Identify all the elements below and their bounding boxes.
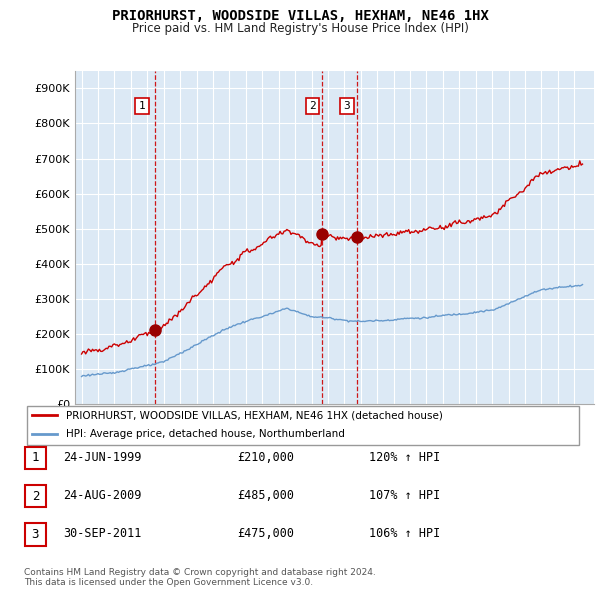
Text: 106% ↑ HPI: 106% ↑ HPI bbox=[369, 527, 440, 540]
Text: Contains HM Land Registry data © Crown copyright and database right 2024.
This d: Contains HM Land Registry data © Crown c… bbox=[24, 568, 376, 587]
Text: 3: 3 bbox=[343, 101, 350, 111]
Text: 2: 2 bbox=[32, 490, 39, 503]
Text: 1: 1 bbox=[139, 101, 145, 111]
Text: 1: 1 bbox=[32, 451, 39, 464]
Text: £475,000: £475,000 bbox=[237, 527, 294, 540]
Text: 24-AUG-2009: 24-AUG-2009 bbox=[63, 489, 142, 502]
Text: 107% ↑ HPI: 107% ↑ HPI bbox=[369, 489, 440, 502]
Text: £210,000: £210,000 bbox=[237, 451, 294, 464]
Text: PRIORHURST, WOODSIDE VILLAS, HEXHAM, NE46 1HX: PRIORHURST, WOODSIDE VILLAS, HEXHAM, NE4… bbox=[112, 9, 488, 23]
Text: HPI: Average price, detached house, Northumberland: HPI: Average price, detached house, Nort… bbox=[66, 429, 345, 439]
Text: £485,000: £485,000 bbox=[237, 489, 294, 502]
Text: 120% ↑ HPI: 120% ↑ HPI bbox=[369, 451, 440, 464]
Text: 24-JUN-1999: 24-JUN-1999 bbox=[63, 451, 142, 464]
Text: PRIORHURST, WOODSIDE VILLAS, HEXHAM, NE46 1HX (detached house): PRIORHURST, WOODSIDE VILLAS, HEXHAM, NE4… bbox=[66, 411, 443, 420]
Text: 3: 3 bbox=[32, 528, 39, 541]
Text: 2: 2 bbox=[309, 101, 316, 111]
FancyBboxPatch shape bbox=[25, 447, 46, 469]
Text: 30-SEP-2011: 30-SEP-2011 bbox=[63, 527, 142, 540]
FancyBboxPatch shape bbox=[25, 485, 46, 507]
FancyBboxPatch shape bbox=[25, 523, 46, 546]
FancyBboxPatch shape bbox=[27, 406, 579, 445]
Text: Price paid vs. HM Land Registry's House Price Index (HPI): Price paid vs. HM Land Registry's House … bbox=[131, 22, 469, 35]
